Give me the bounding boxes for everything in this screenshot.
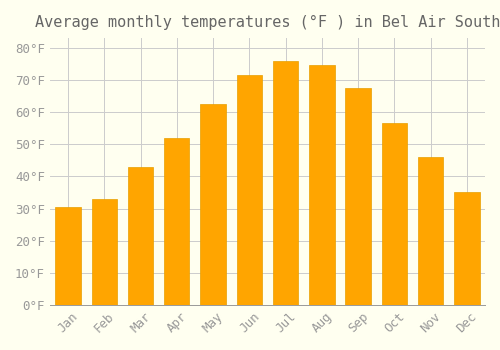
Bar [382, 123, 407, 305]
Bar [273, 61, 298, 305]
Bar [418, 157, 444, 305]
Bar [128, 167, 153, 305]
Bar [454, 193, 479, 305]
Title: Average monthly temperatures (°F ) in Bel Air South: Average monthly temperatures (°F ) in Be… [34, 15, 500, 30]
Bar [200, 104, 226, 305]
Bar [92, 199, 117, 305]
Bar [56, 207, 80, 305]
Bar [164, 138, 190, 305]
Bar [309, 65, 334, 305]
Bar [236, 75, 262, 305]
Bar [346, 88, 371, 305]
